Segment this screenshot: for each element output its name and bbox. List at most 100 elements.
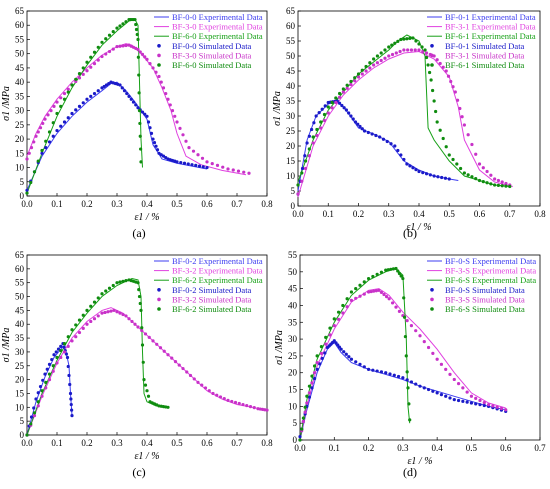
data-point — [393, 41, 397, 45]
data-point — [324, 342, 328, 346]
data-point — [358, 294, 362, 298]
data-point — [54, 350, 58, 354]
data-point — [375, 369, 379, 373]
legend-label: BF-6-2 Simulated Data — [172, 304, 252, 314]
x-tick-label: 0.0 — [21, 438, 33, 448]
data-point — [70, 339, 74, 343]
data-point — [139, 147, 143, 151]
legend-item: BF-3-1 Experimental Data — [427, 22, 536, 32]
data-point — [435, 357, 439, 361]
data-point — [451, 157, 455, 162]
data-point — [470, 175, 474, 179]
x-tick-label: 0.7 — [504, 209, 516, 219]
y-tick-label: 0 — [20, 191, 25, 201]
data-point — [500, 180, 504, 184]
data-point — [422, 386, 426, 390]
data-point — [448, 372, 452, 377]
data-point — [55, 111, 59, 116]
y-tick-label: 60 — [15, 264, 25, 274]
y-tick-label: 55 — [286, 36, 296, 46]
legend-marker — [157, 53, 161, 58]
data-point — [364, 69, 368, 73]
data-point — [190, 163, 194, 167]
data-point — [303, 405, 307, 409]
data-point — [38, 126, 43, 130]
y-tick-label: 15 — [286, 156, 296, 166]
series-line — [26, 277, 169, 436]
data-point — [177, 363, 181, 367]
data-point — [207, 389, 211, 393]
data-point — [29, 180, 33, 185]
data-point — [81, 326, 85, 330]
series-1 — [26, 345, 73, 436]
data-point — [170, 356, 174, 360]
data-point — [107, 33, 112, 37]
data-point — [155, 148, 160, 152]
legend-marker — [157, 297, 161, 302]
data-point — [112, 308, 116, 312]
x-axis-label: ε1 / % — [407, 456, 432, 467]
data-point — [504, 408, 508, 412]
series-4 — [25, 342, 74, 437]
legend-marker — [430, 288, 434, 292]
data-point — [166, 353, 170, 357]
data-point — [449, 79, 453, 84]
data-point — [360, 72, 364, 76]
x-tick-label: 0.1 — [329, 443, 340, 453]
data-point — [315, 361, 319, 365]
y-tick-label: 45 — [15, 305, 25, 315]
data-point — [173, 114, 177, 118]
data-point — [62, 120, 67, 124]
legend-item: BF-3-2 Simulated Data — [157, 294, 252, 304]
data-point — [307, 154, 311, 158]
legend-label: BF-6-2 Experimental Data — [172, 275, 263, 285]
data-point — [92, 62, 97, 66]
data-point — [70, 111, 74, 116]
data-point — [147, 335, 151, 339]
y-tick-label: 25 — [15, 120, 25, 130]
data-point — [432, 174, 436, 178]
data-point — [41, 378, 45, 382]
data-point — [312, 121, 316, 125]
data-point — [504, 184, 508, 188]
data-point — [391, 267, 396, 271]
data-point — [140, 110, 145, 114]
data-point — [231, 168, 235, 172]
data-point — [405, 370, 409, 374]
data-point — [366, 367, 371, 371]
data-point — [59, 124, 63, 128]
data-point — [143, 55, 147, 59]
data-point — [200, 383, 204, 387]
data-point — [349, 290, 354, 294]
data-point — [50, 357, 54, 362]
legend-label: BF-3-1 Experimental Data — [445, 22, 536, 32]
data-point — [394, 305, 398, 309]
data-point — [384, 295, 389, 299]
series-3 — [26, 18, 143, 194]
data-point — [345, 297, 349, 301]
data-point — [59, 355, 63, 360]
data-point — [401, 376, 405, 380]
data-point — [196, 380, 200, 384]
data-point — [310, 374, 314, 378]
data-point — [411, 166, 415, 170]
data-point — [34, 397, 38, 401]
data-point — [148, 62, 152, 66]
x-tick-label: 0.3 — [397, 443, 409, 453]
legend-item: BF-3-S Experimental Data — [427, 266, 536, 276]
y-tick-label: 10 — [15, 163, 25, 173]
data-point — [32, 414, 37, 418]
y-axis-label: σ1 /MPa — [1, 328, 12, 363]
data-point — [421, 49, 425, 54]
data-point — [462, 171, 466, 175]
data-point — [444, 367, 448, 371]
data-point — [67, 373, 71, 378]
legend-item: BF-6-2 Simulated Data — [157, 304, 252, 314]
data-point — [423, 48, 427, 52]
x-axis-label: ε1 / % — [134, 451, 159, 462]
data-point — [81, 66, 85, 70]
data-point — [322, 112, 327, 117]
data-point — [36, 400, 40, 404]
y-tick-label: 50 — [288, 267, 298, 277]
